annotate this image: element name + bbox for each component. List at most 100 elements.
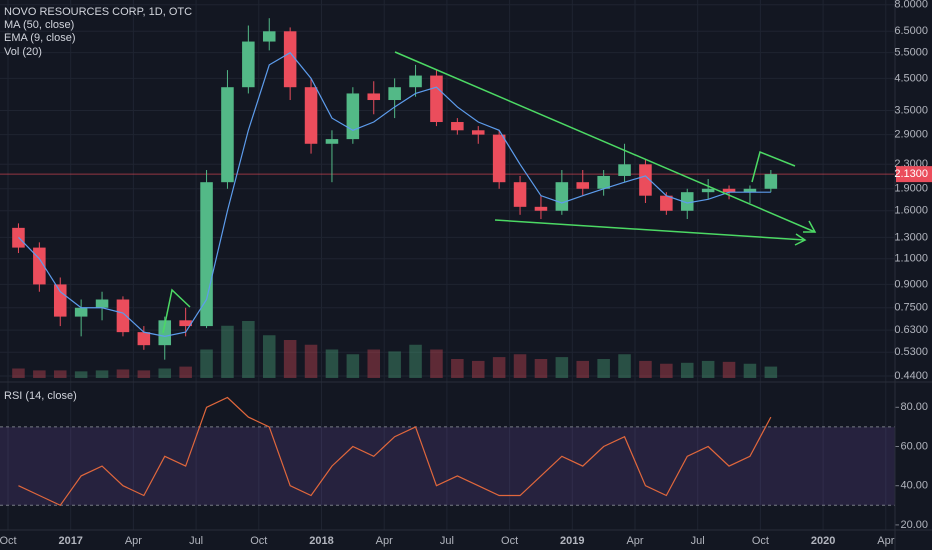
candle-body <box>116 299 130 333</box>
candle-body <box>346 93 360 140</box>
volume-bar <box>304 344 318 378</box>
volume-bar <box>221 325 234 378</box>
x-tick-label: Apr <box>877 535 894 547</box>
volume-bar <box>660 363 673 378</box>
y-tick-label: 1.3000 <box>894 231 928 243</box>
y-tick-label: 2.9000 <box>894 129 928 141</box>
lower-trendline <box>494 219 806 241</box>
x-tick-label: 2018 <box>309 535 333 547</box>
y-tick-label: 4.5000 <box>894 72 928 84</box>
candle-body <box>158 320 172 346</box>
rsi-tick-label: 20.00 <box>900 519 928 531</box>
volume-bar <box>95 370 109 378</box>
volume-bar <box>680 362 694 378</box>
volume-bar <box>325 349 339 378</box>
rsi-band <box>0 426 895 506</box>
y-tick-label: 0.5300 <box>894 346 928 358</box>
y-tick-label: 0.6300 <box>894 324 928 336</box>
candle-body <box>743 188 757 193</box>
last-price-label: 2.1300 <box>894 168 928 180</box>
volume-bar <box>116 369 130 378</box>
volume-bar <box>242 321 255 378</box>
y-tick-label: 0.9000 <box>894 278 928 290</box>
y-tick-label: 3.5000 <box>894 104 928 116</box>
y-tick-label: 0.7500 <box>894 302 928 314</box>
candle-body <box>367 93 381 101</box>
volume-bar <box>367 349 381 378</box>
candle-body <box>53 284 67 317</box>
candle-body <box>137 332 151 346</box>
candle-body <box>283 31 297 88</box>
rsi-label: RSI (14, close) <box>4 390 77 402</box>
candle-body <box>660 195 673 211</box>
indicator-label: MA (50, close) <box>4 19 74 31</box>
candle-body <box>200 182 213 327</box>
rsi-line <box>18 396 772 507</box>
candle-body <box>325 139 339 144</box>
candle-body <box>242 41 255 88</box>
candle-body <box>576 182 590 189</box>
candle-body <box>513 182 527 207</box>
volume-bar <box>597 359 610 378</box>
x-tick-label: Oct <box>0 535 17 547</box>
y-tick-label: 5.5000 <box>894 47 928 59</box>
volume-bar <box>451 359 464 378</box>
volume-bar <box>74 371 88 378</box>
volume-bar <box>743 363 757 378</box>
volume-bar <box>471 360 485 378</box>
candle-body <box>388 87 401 101</box>
candle-body <box>304 87 318 144</box>
volume-bar <box>200 349 213 378</box>
volume-bar <box>513 354 527 378</box>
candle-body <box>764 174 778 189</box>
chart-title: NOVO RESOURCES CORP, 1D, OTC <box>4 6 192 18</box>
volume-bar <box>283 340 297 378</box>
x-tick-label: Apr <box>626 535 643 547</box>
x-tick-label: Oct <box>501 535 518 547</box>
volume-bar <box>701 360 715 378</box>
y-tick-label: 8.0000 <box>894 0 928 11</box>
volume-bar <box>555 357 569 378</box>
volume-bar <box>262 335 276 378</box>
x-tick-label: 2017 <box>58 535 82 547</box>
drawings <box>162 51 817 334</box>
candle-body <box>74 307 88 317</box>
volume-bar <box>534 359 548 378</box>
rsi-tick-label: 40.00 <box>900 480 928 492</box>
x-tick-label: 2019 <box>560 535 584 547</box>
arrow-head <box>803 220 817 233</box>
volume-bar <box>158 368 172 378</box>
volume-bar <box>388 351 401 378</box>
rsi-tick-label: 60.00 <box>900 440 928 452</box>
volume-bar <box>12 368 25 378</box>
rsi-tick-label: 80.00 <box>900 401 928 413</box>
volume-bar <box>764 366 778 378</box>
y-tick-label: 1.1000 <box>894 253 928 265</box>
candle-body <box>33 247 46 285</box>
y-tick-label: 1.9000 <box>894 183 928 195</box>
candle-body <box>179 320 192 327</box>
volume-bar <box>492 357 506 378</box>
volume-bar <box>346 354 360 378</box>
y-tick-label: 6.5000 <box>894 25 928 37</box>
peak-mark <box>751 150 796 183</box>
peak-mark <box>162 288 191 334</box>
volume-bar <box>33 370 46 378</box>
ma-line <box>18 51 771 337</box>
volume-bar <box>618 354 631 378</box>
x-tick-label: Jul <box>691 535 705 547</box>
volume-bar <box>137 370 151 378</box>
volume-bar <box>639 360 652 378</box>
x-tick-label: Oct <box>250 535 267 547</box>
candle-body <box>492 134 506 183</box>
candle-body <box>221 87 234 183</box>
candle-body <box>262 31 276 42</box>
indicator-label: EMA (9, close) <box>4 32 76 44</box>
volume-bar <box>53 370 67 378</box>
x-tick-label: Apr <box>376 535 393 547</box>
candle-body <box>680 192 694 211</box>
x-tick-label: Oct <box>752 535 769 547</box>
indicator-label: Vol (20) <box>4 46 42 58</box>
